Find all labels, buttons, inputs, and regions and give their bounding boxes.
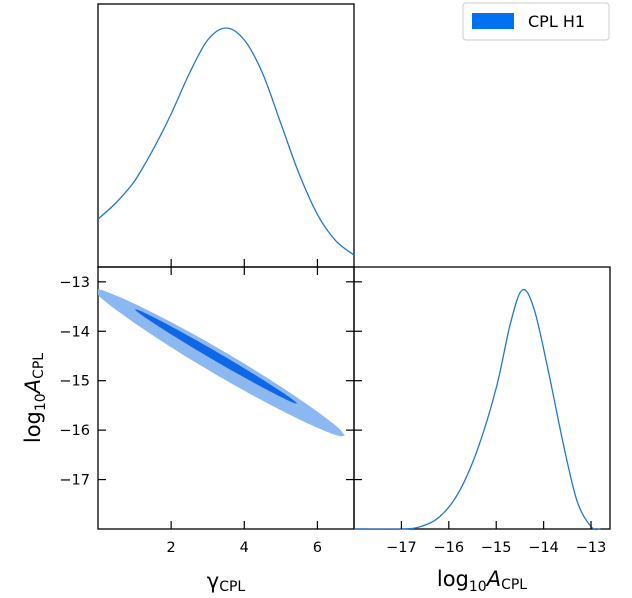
contour-68pct bbox=[134, 309, 298, 404]
logA-x-tick-label: −13 bbox=[576, 540, 607, 556]
logA-marginal-line bbox=[353, 288, 601, 531]
logA-y-tick-label: −14 bbox=[59, 324, 90, 340]
logA-y-tick-label: −17 bbox=[59, 473, 90, 489]
legend: CPL H1 bbox=[462, 2, 610, 41]
y-axis-label-logA: log10ACPL bbox=[21, 353, 49, 443]
logA-x-tick-label: −17 bbox=[386, 540, 417, 556]
legend-label: CPL H1 bbox=[528, 12, 585, 31]
x-axis-label-logA: log10ACPL bbox=[437, 567, 527, 595]
gamma-tick-label: 4 bbox=[240, 540, 249, 556]
logA-x-tick-label: −16 bbox=[434, 540, 465, 556]
logA-y-tick-label: −15 bbox=[59, 374, 90, 390]
legend-frame bbox=[462, 2, 610, 41]
legend-swatch bbox=[472, 13, 514, 29]
x-axis-label-gamma: γCPL bbox=[207, 569, 246, 595]
logA-x-tick-label: −14 bbox=[528, 540, 559, 556]
logA-marginal-panel bbox=[353, 266, 611, 530]
logA-y-tick-label: −16 bbox=[59, 423, 90, 439]
gamma-marginal-line bbox=[97, 27, 355, 256]
gamma-tick-label: 6 bbox=[313, 540, 322, 556]
gamma-tick-label: 2 bbox=[167, 540, 176, 556]
logA-y-tick-label: −13 bbox=[59, 275, 90, 291]
gamma-marginal-panel bbox=[97, 3, 355, 268]
logA-x-tick-label: −15 bbox=[481, 540, 512, 556]
